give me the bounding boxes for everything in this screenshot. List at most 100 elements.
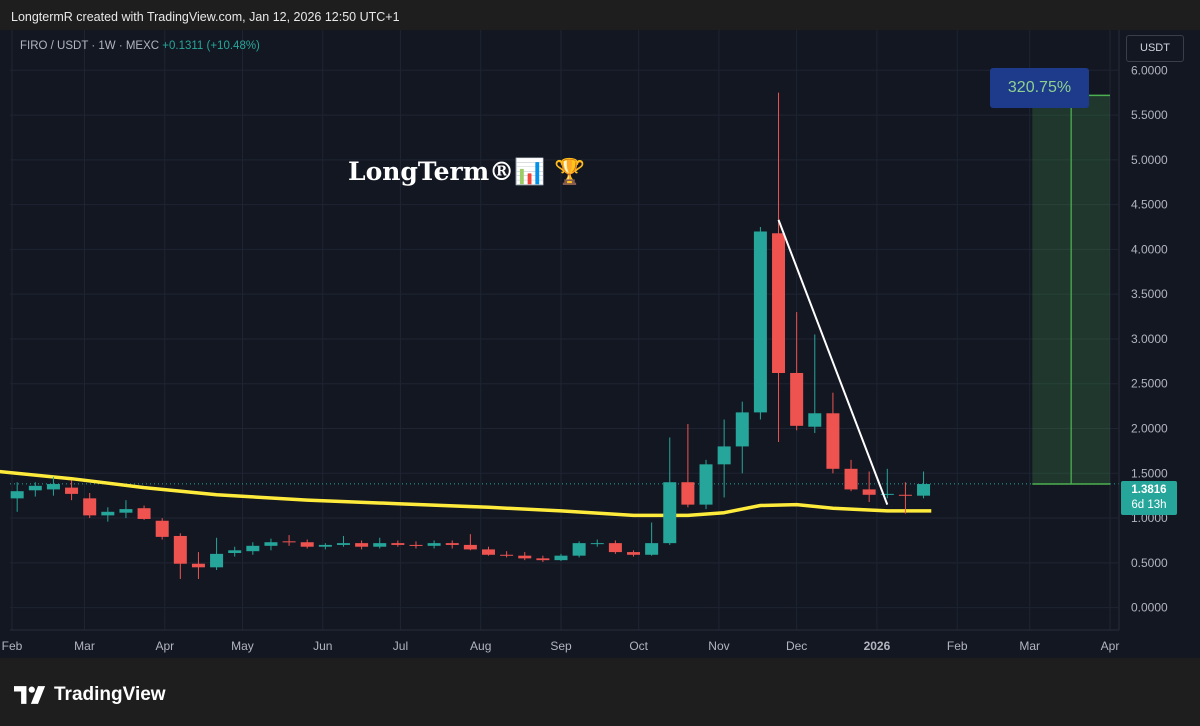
candle-body: [844, 468, 858, 490]
current-price-tag: 1.3816 6d 13h: [1121, 481, 1177, 515]
candle: [808, 334, 822, 433]
tradingview-brand[interactable]: TradingView: [14, 684, 166, 706]
y-tick-label: 4.5000: [1131, 198, 1168, 212]
candle: [318, 543, 332, 550]
candle: [463, 534, 477, 551]
candle: [155, 518, 169, 540]
candle: [119, 500, 133, 519]
candle-body: [210, 553, 224, 568]
y-tick-label: 5.0000: [1131, 153, 1168, 167]
candle-body: [282, 541, 296, 543]
candle: [355, 540, 369, 550]
candle-body: [463, 544, 477, 550]
moving-average: [0, 469, 932, 518]
candle: [663, 437, 677, 545]
y-tick-label: 3.5000: [1131, 287, 1168, 301]
candle: [246, 542, 260, 555]
candle: [282, 535, 296, 546]
watermark-text: LongTerm®📊 🏆: [348, 157, 586, 186]
candle: [699, 459, 713, 510]
candle: [65, 480, 79, 501]
candle-body: [409, 544, 423, 546]
y-tick-label: 6.0000: [1131, 63, 1168, 77]
candle: [10, 482, 24, 512]
candle: [391, 540, 405, 547]
candle: [844, 459, 858, 492]
candle-body: [808, 413, 822, 427]
candle: [191, 552, 205, 579]
candle: [717, 419, 731, 498]
x-tick-label: Apr: [1101, 639, 1120, 653]
candle-body: [355, 543, 369, 547]
candle-body: [627, 552, 641, 555]
candle: [862, 471, 876, 502]
brand-name: TradingView: [54, 684, 166, 705]
y-tick-label: 5.5000: [1131, 108, 1168, 122]
candle-body: [427, 543, 441, 546]
tradingview-logo-icon: [14, 686, 46, 704]
candle-body: [46, 484, 60, 490]
candle-body: [65, 487, 79, 494]
candle: [373, 537, 387, 549]
candles: [10, 92, 931, 579]
x-tick-label: Mar: [1019, 639, 1040, 653]
x-tick-label: Oct: [629, 639, 648, 653]
candle: [627, 550, 641, 557]
candle-body: [28, 485, 42, 491]
candle: [880, 468, 894, 499]
x-tick-label: Feb: [947, 639, 968, 653]
candle: [590, 539, 604, 547]
candle: [753, 227, 767, 420]
y-tick-label: 3.0000: [1131, 332, 1168, 346]
candle-body: [500, 554, 514, 556]
candle-body: [681, 482, 695, 505]
candle-body: [300, 542, 314, 547]
currency-button[interactable]: USDT: [1126, 35, 1184, 62]
candle-body: [717, 446, 731, 465]
candle-body: [518, 555, 532, 559]
candle-body: [772, 233, 786, 373]
symbol-legend[interactable]: FIRO / USDT · 1W · MEXC +0.1311 (+10.48%…: [20, 40, 260, 52]
candle-body: [83, 498, 97, 516]
candle: [481, 546, 495, 556]
x-tick-label: Aug: [470, 639, 491, 653]
x-tick-label: 2026: [864, 639, 891, 653]
candle: [518, 552, 532, 561]
candle: [173, 533, 187, 579]
candle-body: [155, 520, 169, 537]
chart-panel[interactable]: 6.0000 5.5000 5.0000 4.5000 4.0000 3.5000 3.00…: [0, 30, 1200, 658]
candle: [46, 476, 60, 496]
candle-body: [173, 535, 187, 564]
candle-body: [481, 549, 495, 555]
candle-body: [699, 464, 713, 505]
candle-body: [826, 413, 840, 469]
candle: [336, 535, 350, 547]
candle-body: [246, 545, 260, 552]
candle-body: [228, 550, 242, 553]
moving-average-line: [0, 469, 932, 518]
candle-body: [119, 509, 133, 513]
candle: [917, 471, 931, 499]
candle: [572, 541, 586, 558]
candle-body: [608, 543, 622, 553]
candle-body: [101, 511, 115, 516]
price-chart[interactable]: 6.0000 5.5000 5.0000 4.5000 4.0000 3.5000 3.00…: [0, 30, 1200, 658]
symbol-label: FIRO / USDT · 1W · MEXC: [20, 40, 160, 52]
candle-body: [336, 543, 350, 545]
candle: [772, 92, 786, 442]
candle-body: [373, 543, 387, 547]
candle: [645, 522, 659, 556]
candle-body: [898, 494, 912, 496]
x-tick-label: Nov: [708, 639, 729, 653]
current-price: 1.3816: [1131, 484, 1167, 496]
candle-body: [645, 543, 659, 555]
y-tick-label: 1.5000: [1131, 466, 1168, 480]
measure-label: 320.75%: [990, 68, 1089, 108]
candle-body: [536, 558, 550, 561]
candle: [790, 312, 804, 431]
y-tick-label: 2.0000: [1131, 422, 1168, 436]
candle: [228, 546, 242, 557]
x-tick-label: Sep: [550, 639, 572, 653]
attribution-text: LongtermR created with TradingView.com, …: [11, 10, 400, 24]
x-tick-label: May: [231, 639, 254, 653]
